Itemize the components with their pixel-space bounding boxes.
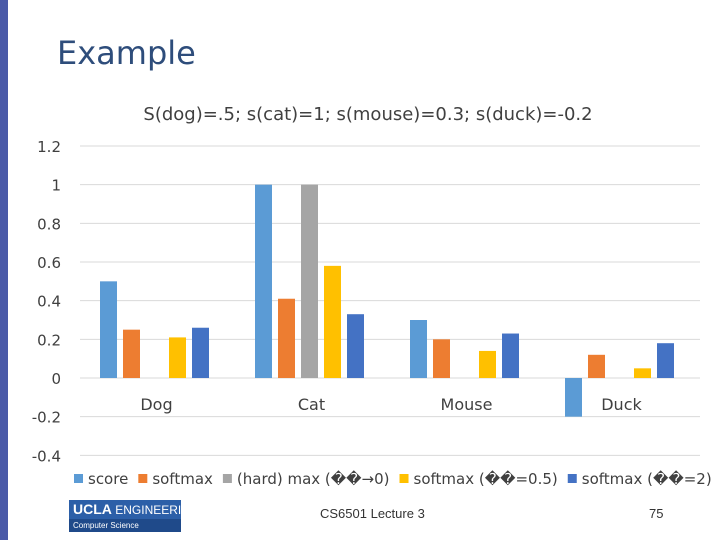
y-tick-label: 1 — [51, 177, 61, 195]
category-label: Mouse — [441, 395, 493, 414]
legend-swatch — [222, 474, 232, 483]
bar-dog-1 — [123, 329, 140, 378]
legend-label: (hard) max (��→0) — [237, 470, 390, 488]
page-number: 75 — [649, 506, 664, 521]
bar-duck-3 — [634, 368, 651, 378]
category-label: Dog — [140, 395, 172, 414]
bar-dog-3 — [169, 337, 186, 378]
y-tick-label: -0.4 — [32, 447, 61, 465]
slide-title: Example — [57, 34, 196, 72]
y-tick-label: 1.2 — [37, 138, 61, 156]
footer-course: CS6501 Lecture 3 — [320, 506, 425, 521]
bar-duck-0 — [565, 378, 582, 417]
bar-mouse-4 — [502, 333, 519, 378]
legend-label: score — [88, 470, 128, 488]
bar-cat-2 — [301, 184, 318, 378]
y-tick-label: 0.6 — [37, 254, 61, 272]
bar-dog-4 — [192, 327, 209, 378]
legend-label: softmax (��=0.5) — [414, 470, 558, 488]
y-tick-label: -0.2 — [32, 409, 61, 427]
category-label: Cat — [298, 395, 325, 414]
bar-cat-4 — [347, 314, 364, 378]
y-tick-label: 0.8 — [37, 215, 61, 233]
y-tick-label: 0.4 — [37, 293, 61, 311]
legend-swatch — [74, 474, 83, 483]
bar-duck-4 — [657, 343, 674, 378]
bar-dog-0 — [100, 281, 117, 378]
legend-swatch — [138, 474, 148, 483]
bar-cat-0 — [255, 184, 272, 378]
bar-cat-3 — [324, 265, 341, 378]
category-label: Duck — [601, 395, 642, 414]
legend-swatch — [567, 474, 577, 483]
y-tick-label: 0.2 — [37, 331, 61, 349]
chart-title: S(dog)=.5; s(cat)=1; s(mouse)=0.3; s(duc… — [143, 104, 592, 125]
bar-mouse-0 — [410, 320, 427, 378]
bar-mouse-3 — [479, 350, 496, 378]
legend-label: softmax (��=2) — [582, 470, 712, 488]
bar-duck-1 — [588, 354, 605, 378]
legend-swatch — [399, 474, 409, 483]
ucla-engineering-logo: UCLA ENGINEERING Computer Science — [69, 500, 199, 532]
left-accent-bar — [0, 0, 8, 540]
y-tick-label: 0 — [51, 370, 61, 388]
legend-label: softmax — [152, 470, 213, 488]
bar-cat-1 — [278, 298, 295, 378]
bar-mouse-1 — [433, 339, 450, 378]
